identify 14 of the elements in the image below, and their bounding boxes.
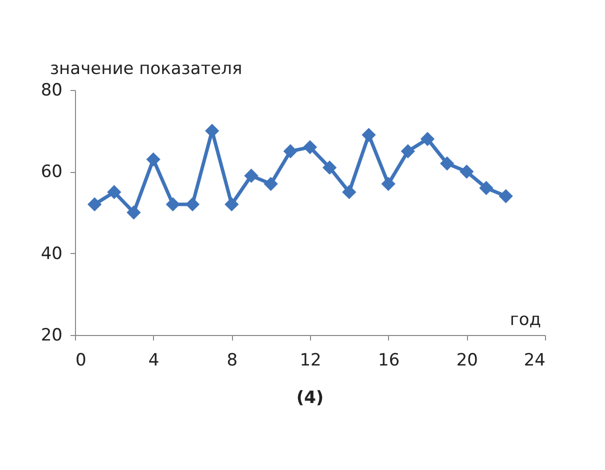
y-tick-label: 60 [40,162,62,182]
y-axis-title: значение показателя [50,59,242,79]
y-tick-label: 80 [40,80,62,100]
x-tick-label: 8 [226,350,238,370]
text: (4) [296,388,324,408]
x-tick-label: 0 [76,350,86,370]
y-tick-label: 20 [40,326,62,346]
x-tick-label: 12 [300,350,322,370]
x-tick-label: 20 [456,350,478,370]
y-tick-label: 40 [40,244,62,264]
x-axis-title: год [510,310,541,330]
x-tick-label: 4 [148,350,160,370]
x-tick-label: 24 [524,350,546,370]
x-tick-label: 16 [378,350,400,370]
